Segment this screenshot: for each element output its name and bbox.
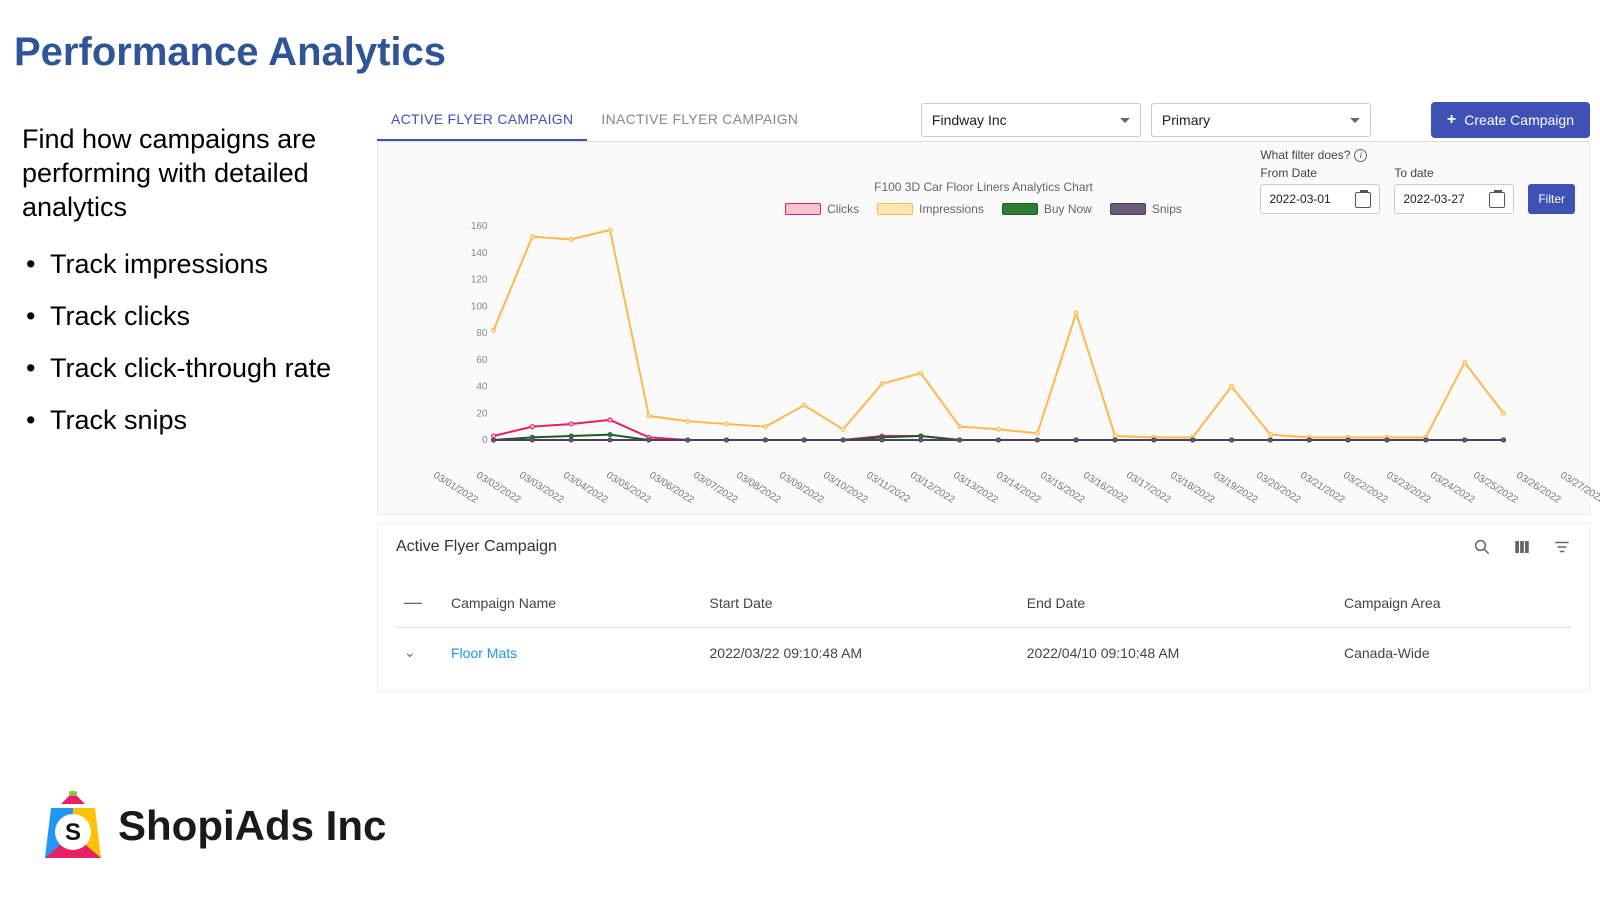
list-item: Track click-through rate [22, 352, 367, 386]
bullet-list: Track impressions Track clicks Track cli… [22, 248, 367, 437]
svg-text:20: 20 [476, 408, 488, 419]
to-date-input[interactable]: 2022-03-27 [1394, 184, 1514, 214]
svg-text:0: 0 [482, 435, 488, 446]
svg-text:S: S [65, 819, 81, 846]
legend-item[interactable]: Buy Now [1002, 202, 1092, 216]
brand-logo: S ShopiAds Inc [42, 790, 386, 862]
button-label: Create Campaign [1464, 112, 1574, 128]
from-date-label: From Date [1260, 166, 1380, 180]
svg-text:100: 100 [471, 301, 488, 312]
legend-label: Buy Now [1044, 202, 1092, 216]
page-subtitle: Find how campaigns are performing with d… [22, 123, 367, 224]
list-item: Track impressions [22, 248, 367, 282]
chart-x-labels: 03/01/202203/02/202203/03/202203/04/2022… [392, 470, 1575, 514]
cell-end: 2022/04/10 09:10:48 AM [1019, 628, 1336, 678]
legend-item[interactable]: Snips [1110, 202, 1182, 216]
legend-swatch [877, 203, 913, 215]
table-title: Active Flyer Campaign [396, 538, 557, 556]
legend-swatch [1002, 203, 1038, 215]
info-icon[interactable]: i [1354, 149, 1367, 162]
chart-card: What filter does? i From Date 2022-03-01… [377, 141, 1590, 515]
col-name: Campaign Name [443, 578, 702, 628]
legend-item[interactable]: Clicks [785, 202, 859, 216]
legend-label: Clicks [827, 202, 859, 216]
col-area: Campaign Area [1336, 578, 1571, 628]
analytics-line-chart: 0 20 40 60 80 100 120 140 160 [392, 220, 1575, 470]
dropdown-value: Findway Inc [932, 112, 1007, 128]
search-icon[interactable] [1473, 538, 1491, 556]
list-item: Track snips [22, 404, 367, 438]
col-end: End Date [1019, 578, 1336, 628]
legend-swatch [785, 203, 821, 215]
plus-icon: + [1447, 111, 1456, 129]
company-dropdown[interactable]: Findway Inc [921, 103, 1141, 137]
legend-swatch [1110, 203, 1146, 215]
legend-label: Impressions [919, 202, 984, 216]
svg-text:80: 80 [476, 328, 488, 339]
tab-inactive-flyer[interactable]: INACTIVE FLYER CAMPAIGN [587, 99, 812, 141]
to-date-label: To date [1394, 166, 1514, 180]
filter-list-icon[interactable] [1553, 538, 1571, 556]
from-date-input[interactable]: 2022-03-01 [1260, 184, 1380, 214]
brand-logo-text: ShopiAds Inc [118, 802, 386, 850]
legend-item[interactable]: Impressions [877, 202, 984, 216]
columns-icon[interactable] [1513, 538, 1531, 556]
col-start: Start Date [702, 578, 1019, 628]
filter-button[interactable]: Filter [1528, 184, 1575, 214]
page-title: Performance Analytics [0, 0, 1600, 85]
col-expand: — [396, 578, 443, 628]
tab-active-flyer[interactable]: ACTIVE FLYER CAMPAIGN [377, 99, 587, 141]
legend-label: Snips [1152, 202, 1182, 216]
create-campaign-button[interactable]: + Create Campaign [1431, 102, 1590, 138]
table-row: ⌄ Floor Mats 2022/03/22 09:10:48 AM 2022… [396, 628, 1571, 678]
svg-text:120: 120 [471, 275, 488, 286]
type-dropdown[interactable]: Primary [1151, 103, 1371, 137]
cell-start: 2022/03/22 09:10:48 AM [702, 628, 1019, 678]
filter-hint: What filter does? i [1260, 148, 1380, 162]
dash-icon[interactable]: — [404, 592, 422, 612]
cell-area: Canada-Wide [1336, 628, 1571, 678]
shopiads-logo-icon: S [42, 790, 104, 862]
svg-text:40: 40 [476, 382, 488, 393]
campaign-name-link[interactable]: Floor Mats [451, 645, 517, 661]
dropdown-value: Primary [1162, 112, 1210, 128]
table-card: Active Flyer Campaign — Campaign Name St… [377, 523, 1590, 692]
svg-text:60: 60 [476, 355, 488, 366]
campaign-table: — Campaign Name Start Date End Date Camp… [396, 578, 1571, 677]
svg-text:160: 160 [471, 221, 488, 232]
svg-text:140: 140 [471, 248, 488, 259]
expand-row-icon[interactable]: ⌄ [404, 644, 416, 660]
list-item: Track clicks [22, 300, 367, 334]
